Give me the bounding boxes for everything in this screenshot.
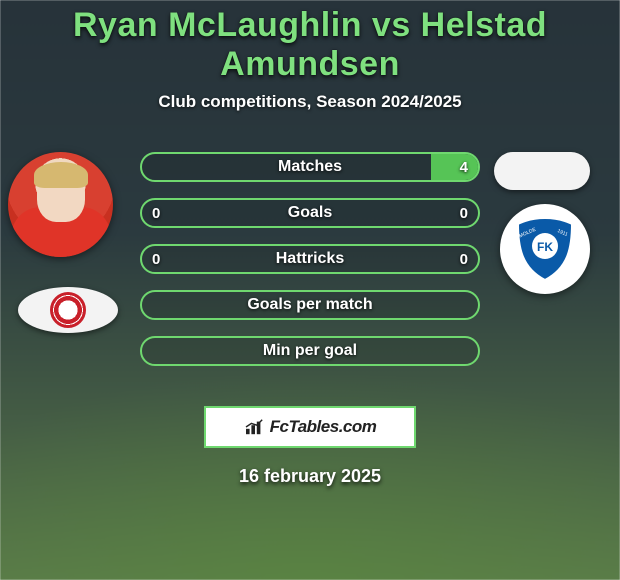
- bar-label: Goals per match: [247, 296, 372, 314]
- club-right-initials: FK: [537, 240, 553, 254]
- stat-bar: Goals per match: [140, 290, 480, 320]
- stat-bars: Matches 4 0 Goals 0 0 Hattricks 0: [140, 152, 480, 382]
- bar-label: Matches: [278, 158, 342, 176]
- chart-icon: [244, 418, 266, 436]
- stat-bar: Matches 4: [140, 152, 480, 182]
- club-right-crest-icon: FK MOLDE 1911: [510, 214, 580, 284]
- bar-value-left: [142, 292, 162, 318]
- bar-value-right: 4: [450, 154, 478, 180]
- infographic-root: Ryan McLaughlin vs Helstad Amundsen Club…: [0, 0, 620, 580]
- bar-label: Goals: [288, 204, 332, 222]
- club-left-crest-icon: [50, 292, 86, 328]
- bar-value-left: [142, 338, 162, 364]
- comparison-arena: FK MOLDE 1911 Matches 4 0 Goals 0: [0, 152, 620, 392]
- bar-value-right: [458, 338, 478, 364]
- bar-value-right: [458, 292, 478, 318]
- player-right-pill: [494, 152, 590, 190]
- date-text: 16 february 2025: [0, 466, 620, 487]
- stat-bar: Min per goal: [140, 336, 480, 366]
- club-right-badge: FK MOLDE 1911: [500, 204, 590, 294]
- bar-label: Min per goal: [263, 342, 357, 360]
- bar-value-left: [142, 154, 162, 180]
- player-left-avatar: [8, 152, 113, 257]
- bar-value-left: 0: [142, 200, 170, 226]
- club-left-badge: [18, 287, 118, 333]
- page-title: Ryan McLaughlin vs Helstad Amundsen: [0, 6, 620, 84]
- bar-value-right: 0: [450, 246, 478, 272]
- bar-value-left: 0: [142, 246, 170, 272]
- bar-value-right: 0: [450, 200, 478, 226]
- brand-text: FcTables.com: [270, 417, 377, 437]
- bar-label: Hattricks: [276, 250, 344, 268]
- avatar-hair: [34, 162, 88, 188]
- subtitle: Club competitions, Season 2024/2025: [0, 92, 620, 112]
- brand-box[interactable]: FcTables.com: [204, 406, 416, 448]
- stat-bar: 0 Hattricks 0: [140, 244, 480, 274]
- stat-bar: 0 Goals 0: [140, 198, 480, 228]
